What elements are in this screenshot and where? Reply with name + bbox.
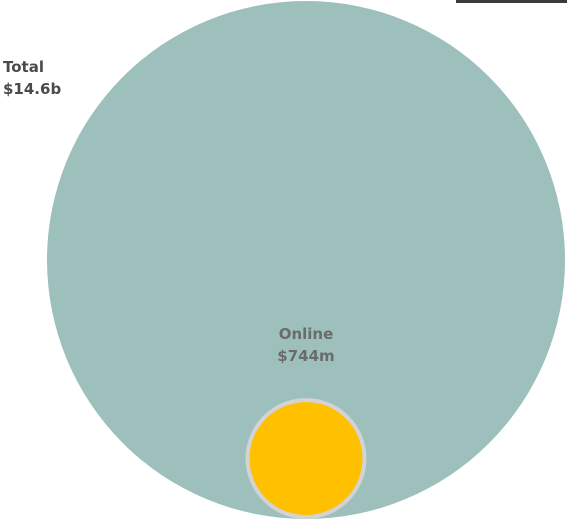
top-rule [456, 0, 567, 3]
online-circle [245, 398, 367, 520]
online-label-value: $744m [277, 347, 334, 365]
total-label-name: Total [3, 58, 44, 76]
total-circle [47, 1, 565, 519]
online-label-name: Online [279, 325, 334, 343]
total-label-value: $14.6b [3, 80, 61, 98]
